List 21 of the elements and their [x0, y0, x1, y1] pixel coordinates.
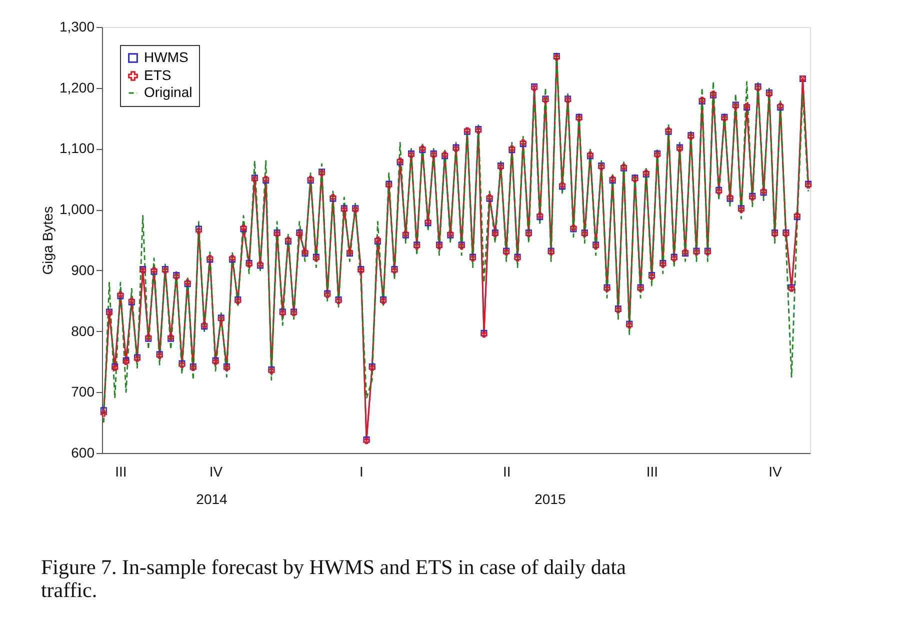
- y-tick-label: 600: [71, 444, 95, 460]
- legend-label: ETS: [144, 67, 172, 83]
- y-tick-label: 900: [71, 262, 95, 278]
- y-tick-label: 1,300: [59, 18, 95, 34]
- y-tick-label: 800: [71, 322, 95, 339]
- y-tick-label: 700: [71, 384, 95, 400]
- x-tick-label: III: [115, 464, 127, 480]
- y-tick-label: 1,100: [59, 140, 95, 156]
- text: 2015: [534, 491, 566, 507]
- x-tick-label: IV: [209, 464, 224, 480]
- y-tick-label: 1,000: [59, 201, 95, 218]
- x-tick-label: IV: [768, 464, 783, 480]
- x-tick-label: I: [359, 464, 364, 480]
- text: Figure 7. In-sample forecast by HWMS and ETS in case of daily data traffic.: [40, 555, 627, 602]
- x-tick-label: III: [646, 464, 658, 480]
- y-tick-label: 1,200: [59, 79, 95, 96]
- text: 2014: [196, 491, 228, 507]
- legend-label: HWMS: [144, 49, 188, 65]
- legend-label: Original: [144, 84, 192, 100]
- x-tick-label: II: [502, 464, 511, 480]
- y-axis-title: Giga Bytes: [39, 206, 56, 275]
